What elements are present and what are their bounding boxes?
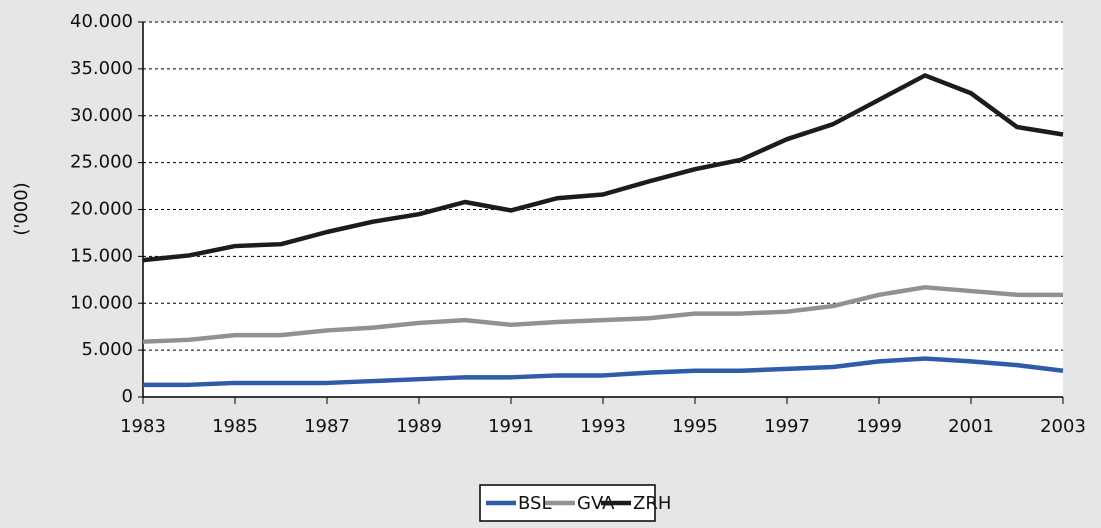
y-axis-label: ('000) [11,182,32,235]
y-tick-label: 40.000 [70,11,133,32]
x-tick-label: 2003 [1040,416,1086,437]
x-tick-label: 2001 [948,416,994,437]
x-tick-label: 1983 [120,416,166,437]
series-line [142,285,1063,344]
y-tick-label: 10.000 [70,292,133,313]
series-line [143,356,1064,388]
y-tick-label: 25.000 [70,152,133,173]
x-tick-label: 1989 [396,416,442,437]
y-tick-label: 35.000 [70,58,133,79]
x-tick-label: 1987 [304,416,350,437]
y-tick-label: 20.000 [70,199,133,220]
x-tick-label: 1995 [672,416,718,437]
y-tick-label: 0 [122,386,133,407]
y-tick-label: 5.000 [81,339,133,360]
legend-label: ZRH [633,493,671,514]
y-tick-label: 30.000 [70,105,133,126]
x-tick-label: 1999 [856,416,902,437]
series-line [142,73,1064,263]
x-tick-label: 1997 [764,416,810,437]
legend-label: BSL [518,493,552,514]
y-tick-label: 15.000 [70,245,133,266]
x-tick-label: 1993 [580,416,626,437]
x-tick-label: 1985 [212,416,258,437]
x-tick-label: 1991 [488,416,534,437]
legend-label: GVA [577,493,615,514]
